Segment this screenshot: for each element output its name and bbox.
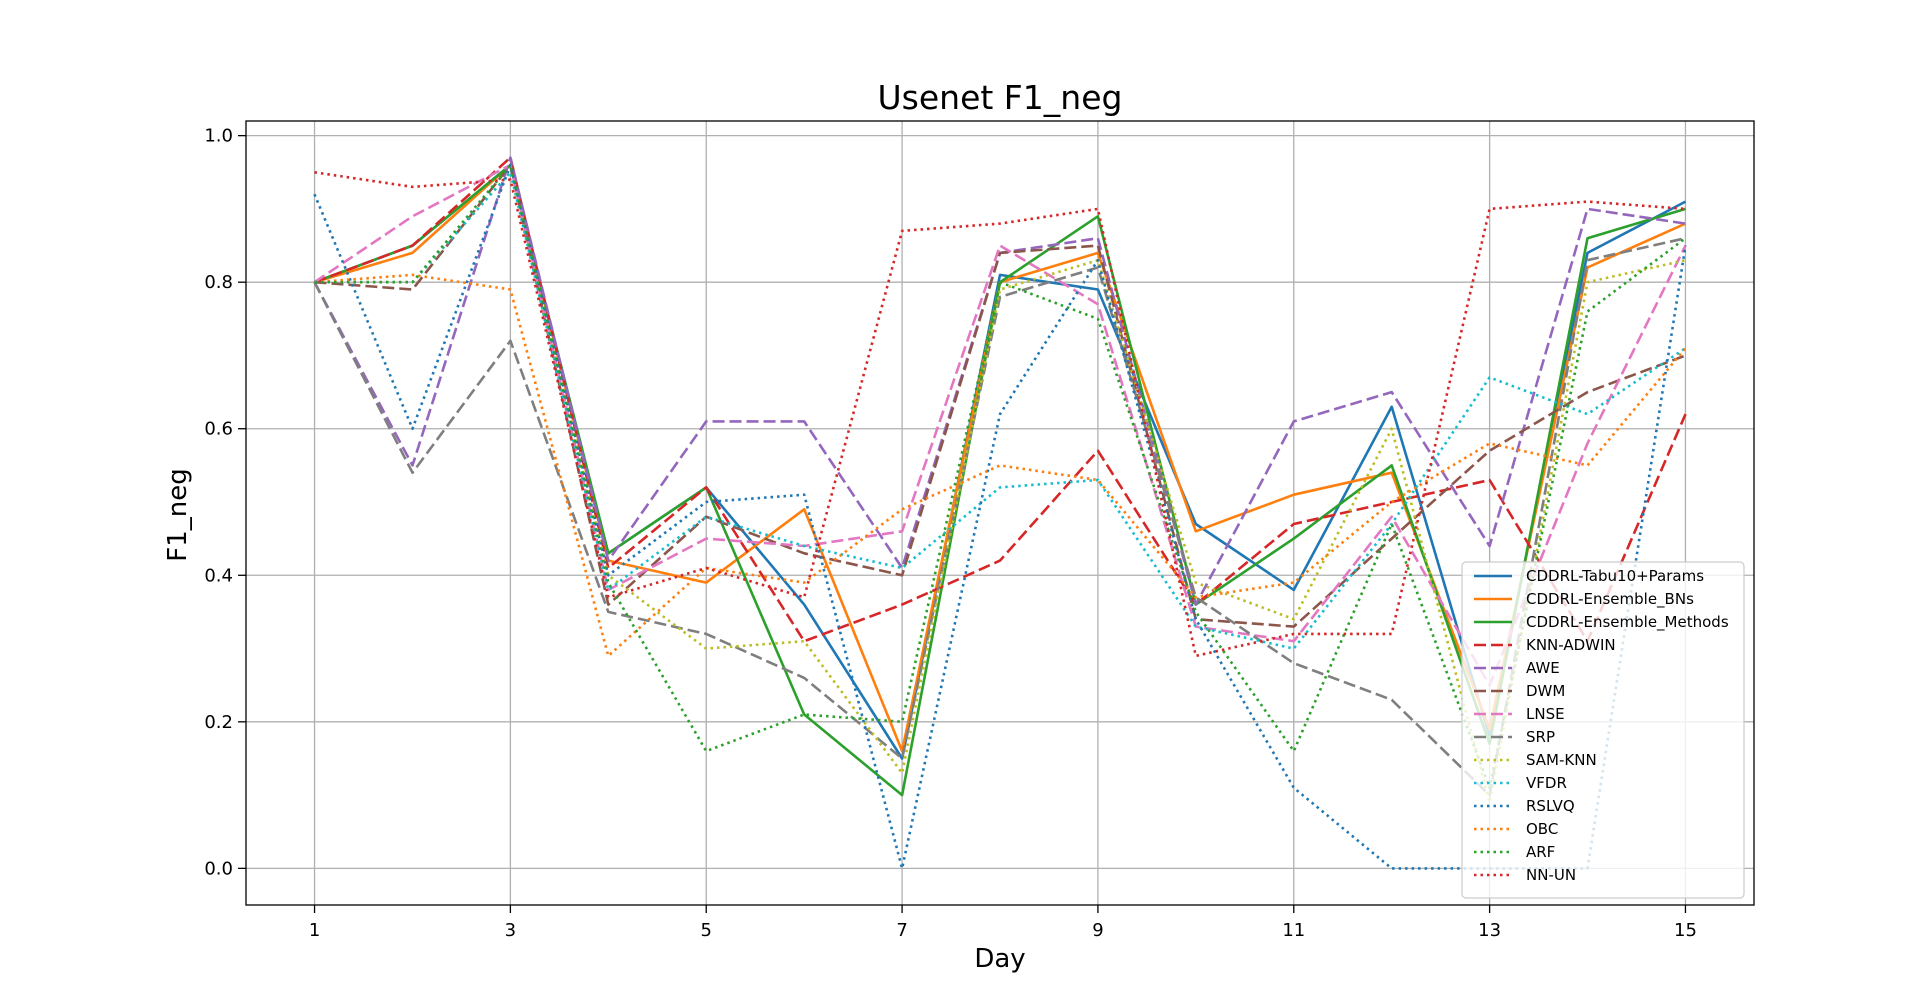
chart-title: Usenet F1_neg xyxy=(878,78,1123,117)
y-tick-label: 0.6 xyxy=(204,419,233,440)
x-tick-label: 7 xyxy=(896,920,907,941)
legend-label: LNSE xyxy=(1526,705,1565,723)
series-line-nn-un xyxy=(314,171,1686,658)
x-tick-label: 11 xyxy=(1282,920,1305,941)
x-tick-label: 3 xyxy=(505,920,516,941)
legend: CDDRL-Tabu10+Params CDDRL-Ensemble_BNs CDD… xyxy=(1461,561,1745,899)
y-tick-label: 1.0 xyxy=(204,126,233,147)
y-tick-label: 0.2 xyxy=(204,712,233,733)
series-line-arf xyxy=(314,163,1687,790)
legend-label: SAM-KNN xyxy=(1526,751,1597,769)
y-tick-label: 0.8 xyxy=(204,272,233,293)
x-tick-label: 1 xyxy=(309,920,320,941)
x-tick-label: 9 xyxy=(1092,920,1103,941)
legend-box xyxy=(1461,561,1745,899)
plot-area-frame xyxy=(245,120,1755,906)
legend-label: NN-UN xyxy=(1526,866,1576,884)
legend-label: CDDRL-Ensemble_Methods xyxy=(1526,613,1729,632)
data-series xyxy=(313,156,1687,870)
legend-label: CDDRL-Tabu10+Params xyxy=(1526,567,1704,585)
y-tick-label: 0.0 xyxy=(204,858,233,879)
series-line-srp xyxy=(313,236,1686,797)
legend-label: OBC xyxy=(1526,820,1558,838)
x-tick-label: 5 xyxy=(701,920,712,941)
legend-label: ARF xyxy=(1526,843,1555,861)
legend-label: RSLVQ xyxy=(1526,797,1575,815)
y-axis-label: F1_neg xyxy=(163,468,193,561)
legend-label: SRP xyxy=(1526,728,1555,746)
legend-label: VFDR xyxy=(1526,774,1567,792)
axis-ticks: 1 3 5 7 9 11 13 150.00.20.40.60.81.0 xyxy=(204,126,1697,941)
series-line-vfdr xyxy=(314,171,1687,650)
x-tick-label: 13 xyxy=(1478,920,1501,941)
series-line-rslvq xyxy=(313,163,1687,870)
legend-label: KNN-ADWIN xyxy=(1526,636,1616,654)
x-tick-label: 15 xyxy=(1674,920,1697,941)
x-axis-label: Day xyxy=(974,944,1025,974)
y-tick-label: 0.4 xyxy=(204,565,233,586)
legend-label: AWE xyxy=(1526,659,1560,677)
legend-label: DWM xyxy=(1526,682,1565,700)
series-line-lnse xyxy=(313,163,1687,687)
series-line-dwm xyxy=(314,163,1686,628)
legend-label: CDDRL-Ensemble_BNs xyxy=(1526,590,1694,609)
